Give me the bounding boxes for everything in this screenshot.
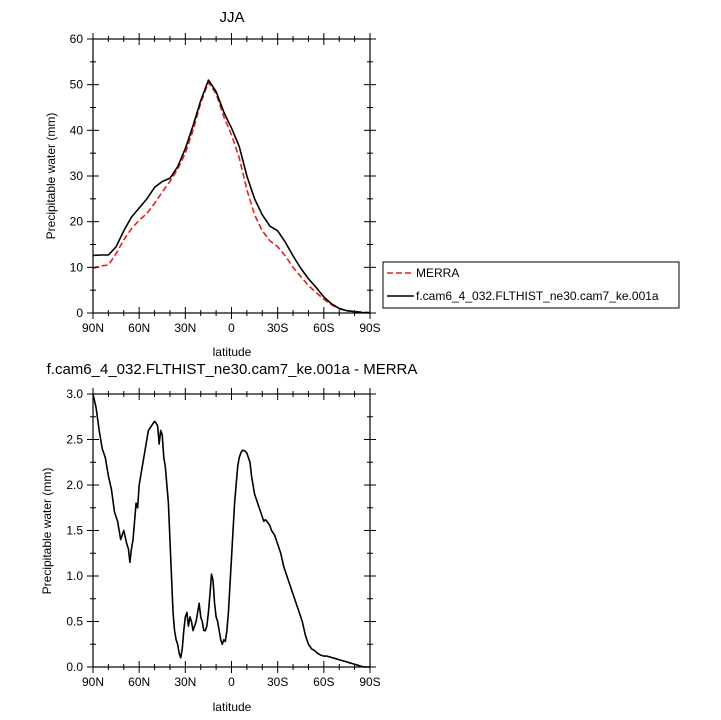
top-chart-legend: MERRA f.cam6_4_032.FLTHIST_ne30.cam7_ke.…: [382, 261, 680, 309]
legend-box: [382, 261, 680, 309]
top-xtick-label: 60S: [313, 321, 334, 335]
bottom-chart-plot-area: 90N 60N 30N 0 30S 60S 90S 0.0 0.5 1.0 1.5 2.0 2.5 3.0: [66, 387, 380, 689]
top-series-line-0: [92, 81, 371, 314]
top-plot-frame: [92, 38, 371, 314]
bottom-xtick-label: 30N: [174, 675, 196, 689]
bottom-ytick-label: 2.0: [66, 478, 83, 492]
top-chart-ylabel: Precipitable water (mm): [44, 113, 58, 240]
top-xtick-label: 60N: [128, 321, 150, 335]
top-xtick-label: 0: [228, 321, 235, 335]
top-chart-xlabel: latitude: [213, 345, 252, 359]
top-chart-plot-area: 90N 60N 30N 0 30S 60S 90S 0 10 20 30 40 50 60: [70, 32, 381, 335]
bottom-ytick-label: 2.5: [66, 433, 83, 447]
bottom-chart-panel: f.cam6_4_032.FLTHIST_ne30.cam7_ke.001a -…: [40, 361, 417, 714]
bottom-xtick-label: 0: [228, 675, 235, 689]
bottom-chart-xlabel: latitude: [213, 700, 252, 714]
bottom-ytick-label: 3.0: [66, 387, 83, 401]
top-ytick-label: 50: [70, 78, 84, 92]
bottom-ytick-label: 1.5: [66, 524, 83, 538]
top-chart-title: JJA: [219, 9, 244, 26]
top-chart-panel: JJA 90N 60N 30N 0 30S 60S 90S 0 10 20 30 40 50 60 lat…: [44, 9, 381, 359]
top-ytick-label: 20: [70, 215, 84, 229]
bottom-series-line-0: [92, 393, 370, 668]
bottom-xtick-label: 60S: [313, 675, 334, 689]
bottom-xtick-label: 60N: [128, 675, 150, 689]
top-ytick-label: 60: [70, 32, 84, 46]
bottom-chart-ylabel: Precipitable water (mm): [40, 468, 54, 595]
bottom-ytick-label: 0.0: [66, 660, 83, 674]
legend-label-merra: MERRA: [416, 266, 459, 280]
legend-label-model: f.cam6_4_032.FLTHIST_ne30.cam7_ke.001a: [416, 289, 659, 303]
top-xtick-label: 30N: [174, 321, 196, 335]
bottom-ytick-label: 1.0: [66, 569, 83, 583]
top-xtick-label: 90S: [359, 321, 380, 335]
bottom-chart-title: f.cam6_4_032.FLTHIST_ne30.cam7_ke.001a -…: [47, 361, 418, 378]
top-ytick-label: 10: [70, 260, 84, 274]
top-ytick-label: 0: [76, 306, 83, 320]
bottom-xtick-label: 90N: [82, 675, 104, 689]
bottom-ytick-label: 0.5: [66, 615, 83, 629]
bottom-xtick-label: 90S: [359, 675, 380, 689]
bottom-xtick-label: 30S: [267, 675, 288, 689]
top-xtick-label: 90N: [82, 321, 104, 335]
top-series-line-1: [92, 79, 371, 314]
top-xtick-label: 30S: [267, 321, 288, 335]
top-ytick-label: 40: [70, 123, 84, 137]
top-ytick-label: 30: [70, 169, 84, 183]
